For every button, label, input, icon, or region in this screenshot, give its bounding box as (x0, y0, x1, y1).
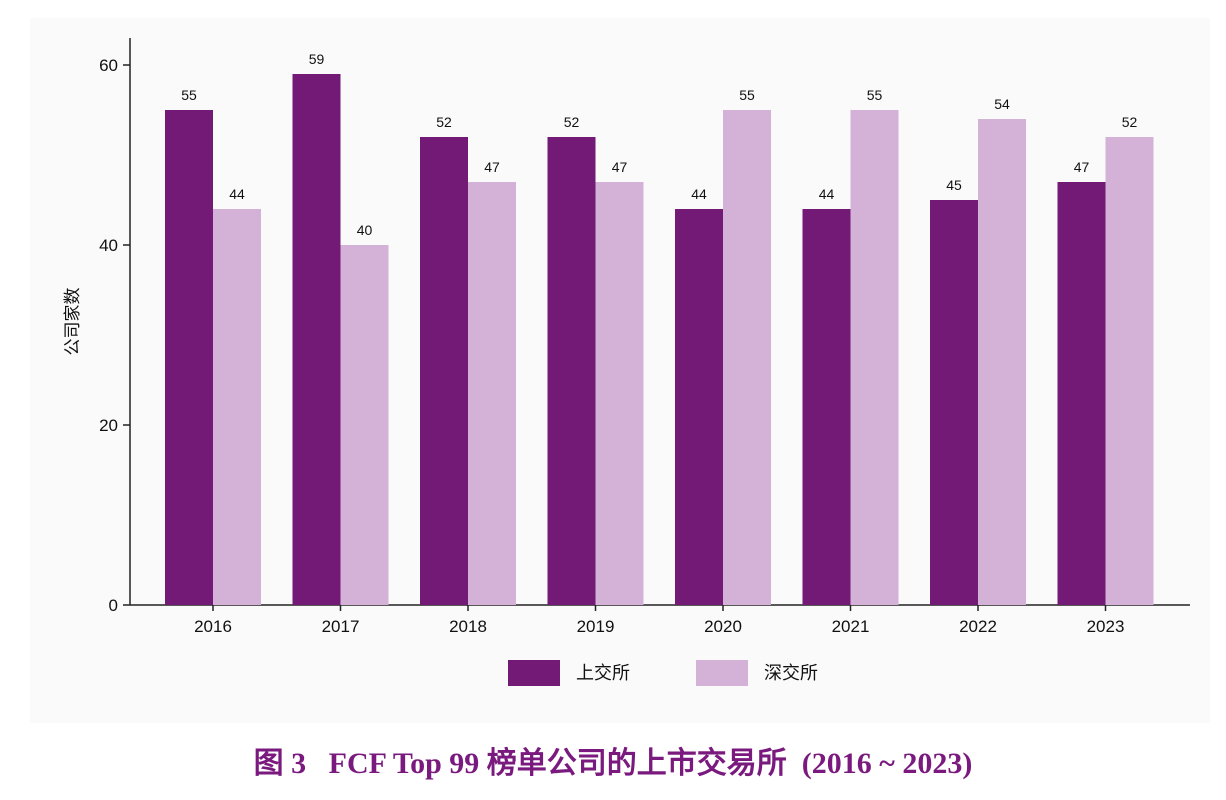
bar (850, 110, 899, 605)
legend-swatch (696, 660, 748, 686)
bar (1057, 182, 1106, 605)
data-label: 44 (691, 186, 707, 202)
data-label: 44 (819, 186, 835, 202)
data-label: 44 (229, 186, 245, 202)
y-tick-label: 40 (99, 236, 118, 255)
data-label: 55 (181, 87, 197, 103)
y-axis-label: 公司家数 (63, 288, 82, 356)
bar (340, 245, 389, 605)
figure-caption-text: FCF Top 99 榜单公司的上市交易所 (2016 ~ 2023) (328, 747, 973, 780)
bar-chart: 0 20 40 60 公司家数 2016 2017 2018 2019 2020 2021 2022 2… (63, 38, 1190, 686)
bar (930, 200, 978, 605)
x-tick-label: 2018 (449, 617, 487, 636)
data-label: 40 (357, 222, 373, 238)
bar (802, 209, 851, 605)
legend-swatch (508, 660, 560, 686)
bar (165, 110, 213, 605)
data-label: 47 (1074, 159, 1090, 175)
y-tick-label: 60 (99, 56, 118, 75)
data-label: 54 (994, 96, 1010, 112)
data-labels-group: 55 44 59 40 52 47 52 47 44 55 44 55 45 54 47 52 (181, 51, 1137, 238)
bars-group (165, 74, 1154, 605)
axes: 0 20 40 60 公司家数 2016 2017 2018 2019 2020 2021 2022 2… (63, 38, 1190, 636)
x-tick-label: 2020 (704, 617, 742, 636)
y-tick-label: 20 (99, 416, 118, 435)
bar (723, 110, 771, 605)
data-label: 52 (1122, 114, 1138, 130)
figure-caption: 图 3 FCF Top 99 榜单公司的上市交易所 (2016 ~ 2023) (0, 738, 1226, 782)
bar (595, 182, 644, 605)
y-tick-label: 0 (109, 596, 118, 615)
bar (468, 182, 516, 605)
data-label: 52 (564, 114, 580, 130)
legend-label: 上交所 (576, 663, 630, 683)
data-label: 55 (739, 87, 755, 103)
x-tick-label: 2016 (194, 617, 232, 636)
chart-panel: 0 20 40 60 公司家数 2016 2017 2018 2019 2020 2021 2022 2… (30, 18, 1210, 723)
data-label: 45 (946, 177, 962, 193)
x-tick-label: 2023 (1087, 617, 1125, 636)
figure-number: 图 3 (253, 747, 307, 780)
data-label: 52 (436, 114, 452, 130)
x-tick-label: 2021 (832, 617, 870, 636)
x-tick-label: 2019 (577, 617, 615, 636)
bar (978, 119, 1026, 605)
bar (675, 209, 723, 605)
x-tick-label: 2022 (959, 617, 997, 636)
bar (420, 137, 468, 605)
data-label: 47 (484, 159, 500, 175)
bar (547, 137, 596, 605)
legend: 上交所 深交所 (508, 660, 818, 686)
legend-label: 深交所 (764, 663, 818, 683)
bar (213, 209, 261, 605)
x-tick-label: 2017 (322, 617, 360, 636)
bar (292, 74, 341, 605)
data-label: 55 (867, 87, 883, 103)
bar (1105, 137, 1154, 605)
data-label: 47 (612, 159, 628, 175)
data-label: 59 (309, 51, 325, 67)
